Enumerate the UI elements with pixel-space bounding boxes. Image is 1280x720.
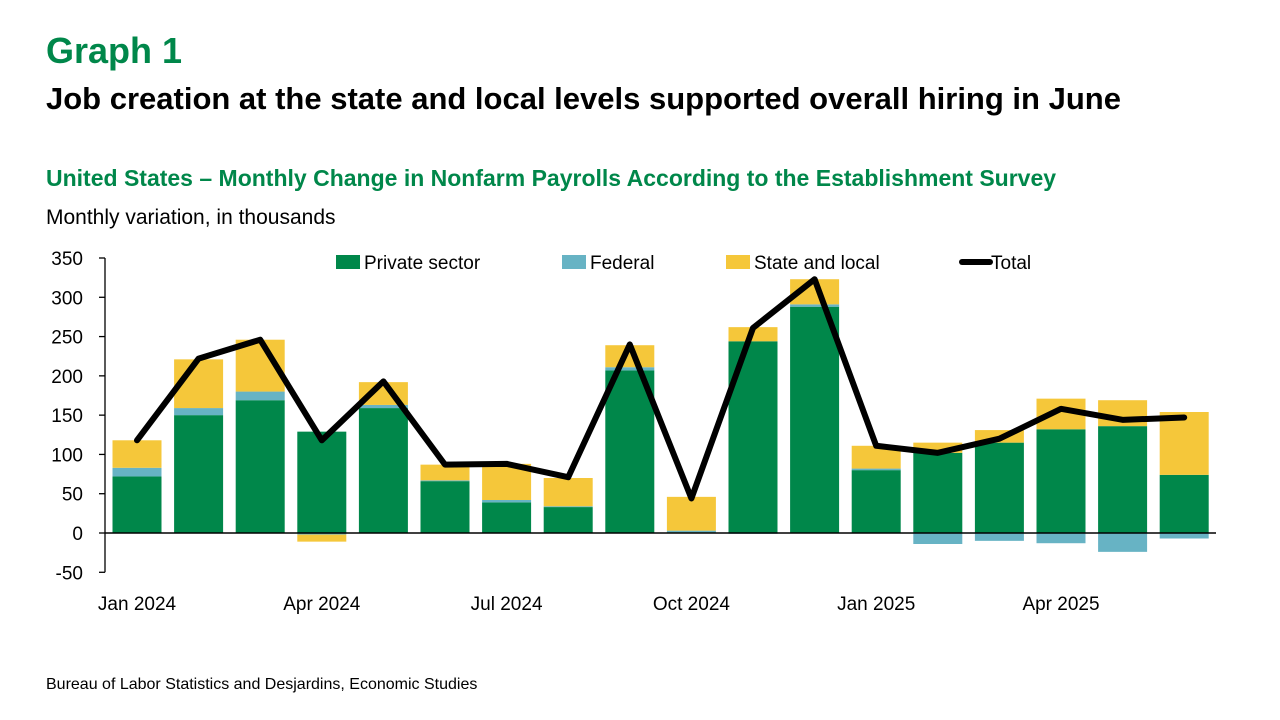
y-tick-label: 250 [51,328,83,349]
bar-private-sector [851,470,901,533]
bar-federal [851,468,901,471]
bar-federal [913,533,963,544]
bar-federal [297,533,347,535]
bar-private-sector [174,415,224,533]
y-tick-label: 0 [72,524,83,545]
bar-federal [1159,533,1209,539]
bar-federal [543,506,593,508]
bar-private-sector [974,442,1024,533]
x-tick-label: Apr 2025 [1022,594,1099,615]
graph-label: Graph 1 [46,30,183,71]
y-tick-label: 350 [51,249,83,270]
bar-private-sector [1159,474,1209,533]
bar-private-sector [913,452,963,533]
y-tick-label: 200 [51,367,83,388]
bar-private-sector [235,400,285,533]
y-axis-label: Monthly variation, in thousands [46,206,336,229]
legend-label: Total [991,253,1031,274]
y-tick-label: 300 [51,288,83,309]
bar-state-and-local [1159,412,1209,475]
bar-private-sector [1036,429,1086,533]
bar-federal [358,404,408,409]
bar-private-sector [790,306,840,533]
x-tick-label: Apr 2024 [283,594,361,615]
bar-federal [974,533,1024,541]
y-tick-label: 50 [62,485,83,506]
legend-label: Private sector [364,253,481,274]
chart-title: Job creation at the state and local leve… [46,81,1121,116]
bar-federal [482,500,532,503]
x-tick-label: Oct 2024 [653,594,731,615]
bar-private-sector [543,507,593,533]
bar-federal [174,408,224,416]
bar-private-sector [420,481,470,533]
bar-private-sector [482,502,532,533]
total-line [134,276,1188,502]
bar-state-and-local [666,496,716,531]
bar-state-and-local [543,478,593,507]
legend-swatch [726,255,750,269]
y-tick-label: 150 [51,406,83,427]
bar-private-sector [1098,426,1148,533]
bar-private-sector [112,476,162,533]
bar-state-and-local [420,464,470,481]
bar-private-sector [605,370,655,533]
bar-private-sector [297,431,347,533]
legend-label: State and local [754,253,880,274]
bar-state-and-local [913,442,963,453]
bar-federal [420,480,470,482]
bar-state-and-local [605,345,655,368]
legend-label: Federal [590,253,654,274]
source-note: Bureau of Labor Statistics and Desjardin… [46,676,478,693]
y-tick-label: 100 [51,445,83,466]
bar-state-and-local [297,534,347,542]
legend-swatch [336,255,360,269]
bar-federal [1036,533,1086,544]
bar-state-and-local [851,445,901,469]
legend-swatch [562,255,586,269]
bar-federal [605,367,655,371]
bar-federal [1098,533,1148,552]
x-tick-label: Jan 2024 [98,594,177,615]
x-tick-label: Jul 2024 [471,594,543,615]
bar-private-sector [358,408,408,533]
bar-federal [790,304,840,307]
y-tick-label: -50 [56,563,83,584]
bar-federal [112,467,162,477]
chart-subtitle: United States – Monthly Change in Nonfar… [46,165,1057,191]
bar-federal [666,530,716,533]
x-tick-label: Jan 2025 [837,594,915,615]
bar-state-and-local [112,440,162,468]
bar-federal [235,391,285,401]
